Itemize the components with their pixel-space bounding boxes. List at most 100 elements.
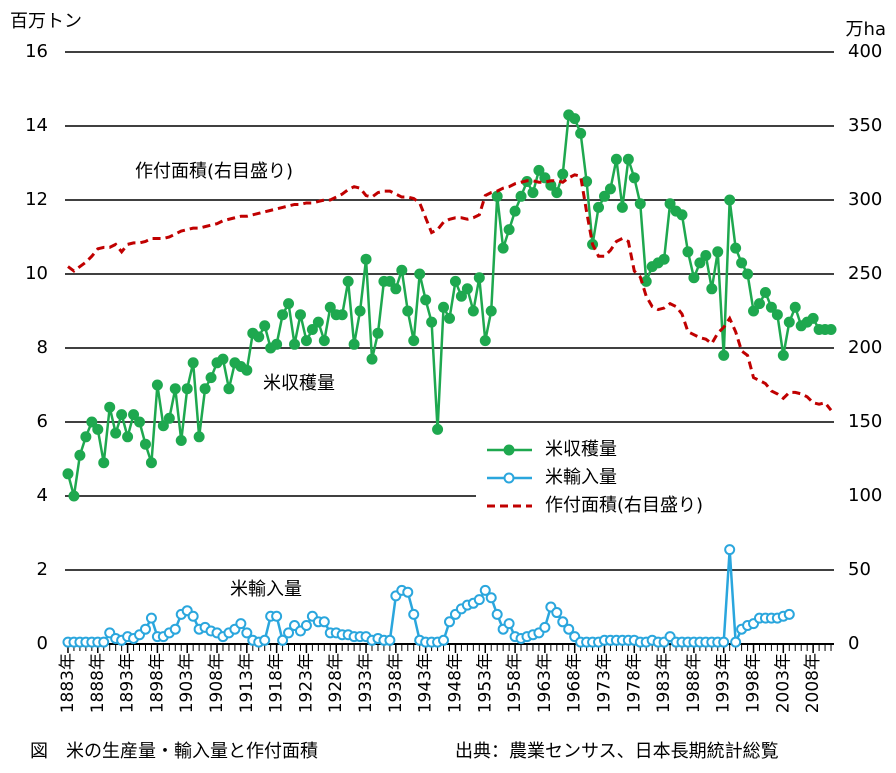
marker (753, 298, 765, 310)
marker (318, 616, 330, 628)
marker (110, 427, 122, 439)
marker (402, 305, 414, 317)
marker (408, 608, 420, 620)
marker (289, 338, 301, 350)
marker (724, 544, 736, 556)
y-tick-label: 8 (37, 337, 48, 358)
marker (664, 198, 676, 210)
marker (706, 283, 718, 295)
marker (557, 168, 569, 180)
marker (193, 431, 205, 443)
marker (342, 275, 354, 287)
y-tick-label: 0 (37, 633, 48, 654)
annotation: 米輸入量 (230, 579, 302, 600)
marker (169, 383, 181, 395)
x-tick-label: 1943年 (416, 653, 436, 713)
marker (503, 224, 515, 236)
x-tick-label: 1958年 (505, 653, 525, 713)
y2-tick-label: 350 (848, 115, 882, 136)
marker (783, 608, 795, 620)
marker (485, 592, 497, 604)
annotation: 作付面積(右目盛り) (135, 161, 293, 182)
y-tick-label: 14 (25, 115, 48, 136)
x-tick-label: 2003年 (773, 653, 793, 713)
y2-tick-label: 300 (848, 189, 882, 210)
marker (134, 416, 146, 428)
caption: 図 米の生産量・輸入量と作付面積 (30, 741, 318, 762)
marker (610, 153, 622, 165)
y-tick-label: 6 (37, 411, 48, 432)
x-tick-label: 1948年 (445, 653, 465, 713)
marker (408, 335, 420, 347)
marker (569, 113, 581, 125)
marker (658, 253, 670, 265)
x-tick-label: 1983年 (654, 653, 674, 713)
marker (145, 612, 157, 624)
x-tick-label: 1898年 (147, 653, 167, 713)
marker (259, 320, 271, 332)
marker (491, 190, 503, 202)
marker (139, 438, 151, 450)
marker (312, 316, 324, 328)
marker (122, 431, 134, 443)
marker (533, 164, 545, 176)
marker (616, 201, 628, 213)
marker (736, 257, 748, 269)
marker (384, 634, 396, 646)
x-tick-label: 1923年 (296, 653, 316, 713)
marker (318, 335, 330, 347)
marker (444, 616, 455, 628)
x-tick-label: 1988年 (684, 653, 704, 713)
marker (551, 187, 563, 199)
marker (825, 324, 837, 335)
marker (187, 610, 199, 622)
marker (336, 309, 348, 321)
marker (372, 327, 384, 339)
marker (92, 423, 104, 435)
marker (128, 409, 140, 421)
y2-tick-label: 150 (848, 411, 882, 432)
marker (354, 305, 366, 317)
marker (682, 246, 694, 258)
marker (241, 627, 253, 639)
marker (80, 431, 92, 443)
marker (593, 201, 605, 213)
marker (509, 205, 521, 217)
marker (479, 584, 491, 596)
marker (324, 301, 336, 313)
marker (807, 312, 819, 324)
y-tick-label: 12 (25, 189, 48, 210)
y2-tick-label: 0 (848, 633, 859, 654)
marker (259, 634, 271, 646)
marker (461, 283, 473, 295)
x-tick-label: 1928年 (326, 653, 346, 713)
y-tick-label: 2 (37, 559, 48, 580)
marker (491, 608, 503, 620)
marker (253, 331, 265, 343)
source: 出典：農業センサス、日本長期統計総覧 (455, 741, 779, 762)
marker (223, 383, 235, 395)
marker (676, 209, 688, 221)
marker (151, 379, 163, 391)
marker (187, 357, 199, 369)
marker (473, 594, 485, 606)
marker (634, 198, 646, 210)
marker (199, 383, 211, 395)
legend-marker (503, 444, 515, 456)
marker (98, 457, 110, 469)
marker (277, 309, 289, 321)
marker (527, 187, 539, 199)
marker (771, 309, 783, 321)
marker (384, 275, 396, 287)
marker (479, 335, 491, 347)
marker (730, 242, 742, 254)
marker (426, 316, 438, 328)
marker (396, 264, 408, 276)
marker (235, 618, 247, 630)
marker (283, 627, 295, 639)
y2-tick-label: 100 (848, 485, 882, 506)
marker (539, 621, 551, 633)
y2-tick-label: 50 (848, 559, 871, 580)
x-tick-label: 1998年 (744, 653, 764, 713)
